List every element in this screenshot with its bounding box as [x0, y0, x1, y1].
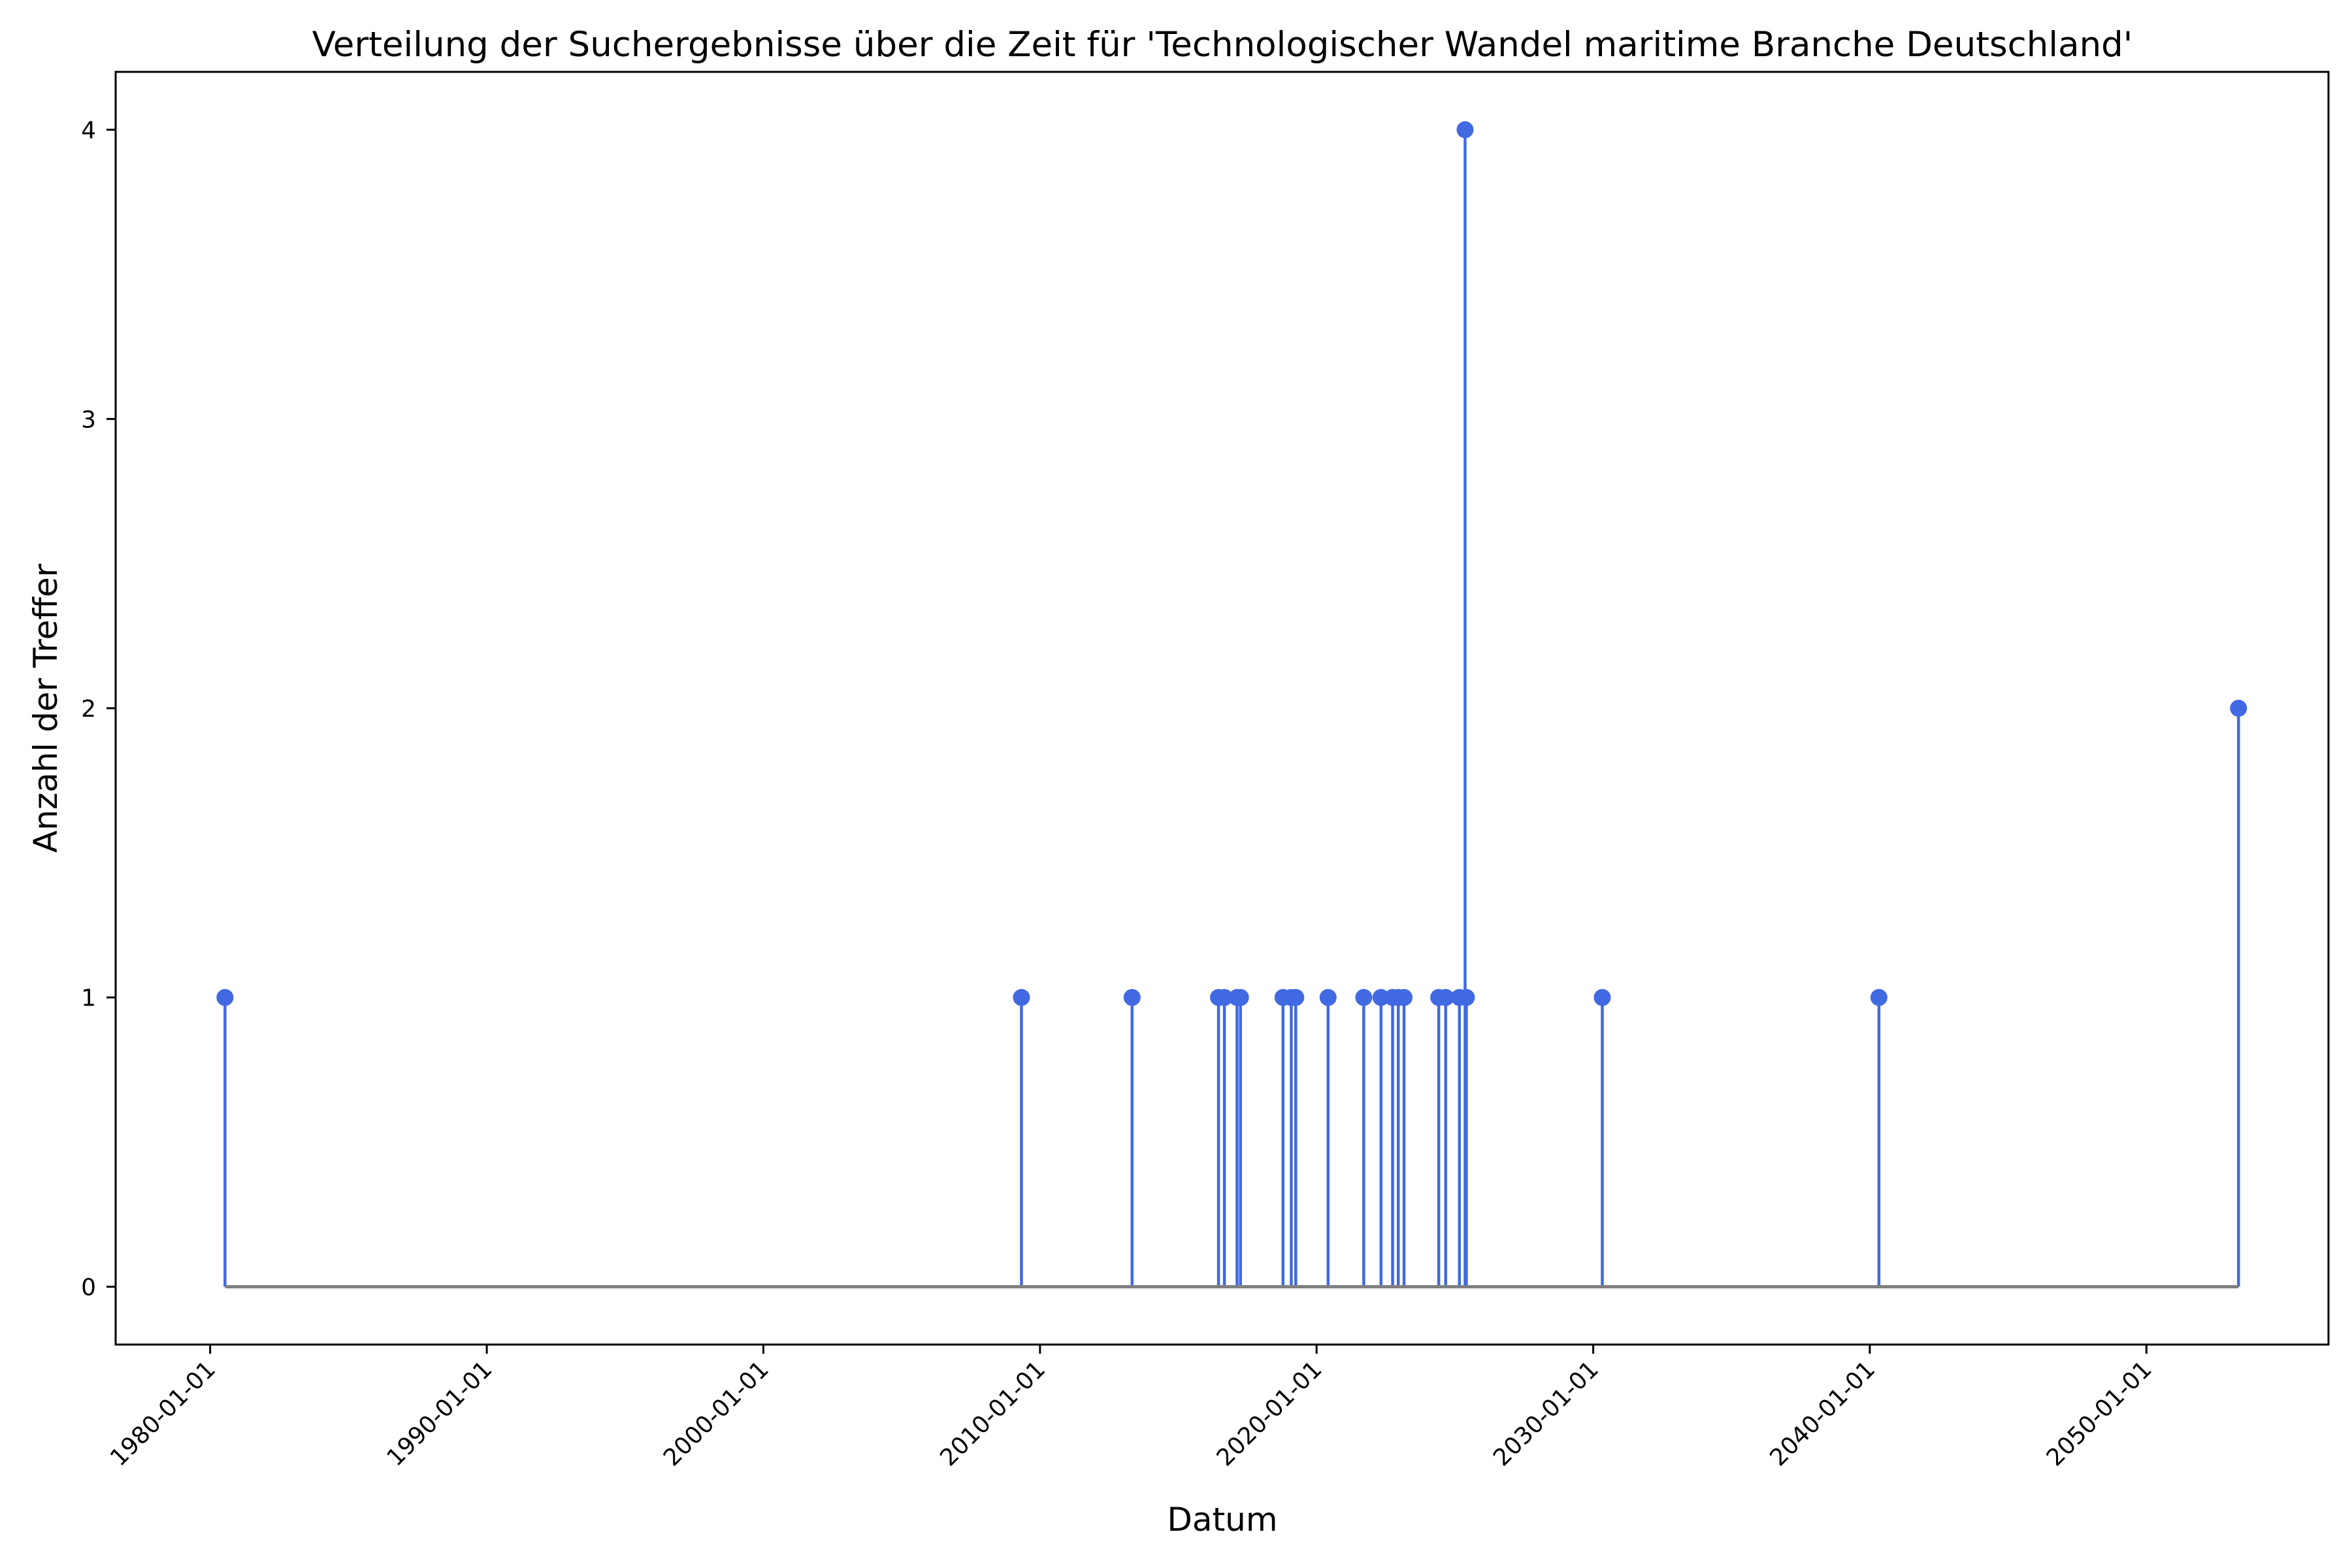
y-tick-label: 0 [81, 1274, 96, 1301]
data-point [1319, 988, 1337, 1006]
data-point [1355, 988, 1373, 1006]
y-tick-label: 2 [81, 696, 96, 723]
y-tick-label: 3 [81, 406, 96, 433]
data-point [1437, 988, 1454, 1006]
y-axis: 0 1 2 3 4 [81, 118, 116, 1301]
data-point [216, 988, 234, 1006]
data-point [1456, 121, 1474, 139]
data-point [1216, 988, 1233, 1006]
plot-area [216, 121, 2247, 1288]
y-axis-label: Anzahl der Treffer [27, 563, 65, 853]
data-point [1870, 988, 1887, 1006]
y-tick-label: 4 [81, 118, 96, 144]
chart-title: Verteilung der Suchergebnisse über die Z… [312, 25, 2133, 65]
data-point [1396, 988, 1413, 1006]
data-point [2230, 700, 2247, 717]
y-tick-label: 1 [81, 985, 96, 1012]
data-point [1232, 988, 1249, 1006]
data-point [1593, 988, 1611, 1006]
x-axis-label: Datum [1167, 1501, 1277, 1539]
data-point [1458, 988, 1475, 1006]
data-point [1287, 988, 1305, 1006]
data-point [1123, 988, 1141, 1006]
data-point [1013, 988, 1030, 1006]
